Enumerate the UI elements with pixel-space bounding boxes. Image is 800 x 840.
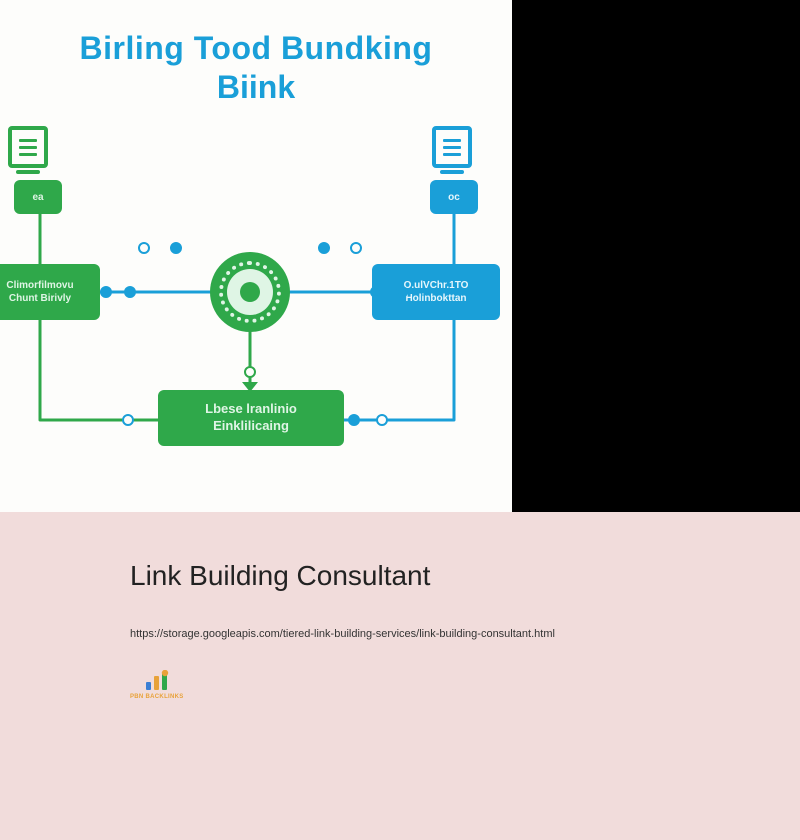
title-line-2: Biink: [0, 69, 512, 106]
chart-bars-icon: [143, 670, 171, 692]
top-section: Birling Tood Bundking Biink ea oc Climor…: [0, 0, 800, 512]
connector-dot: [370, 286, 382, 298]
flowchart-canvas: ea oc Climorfilmovu Chunt Birivly O.ulVC…: [0, 130, 512, 512]
node-label-2: Einklilicaing: [213, 418, 289, 435]
node-label-2: Holinbokttan: [405, 292, 466, 305]
connector-dot: [350, 242, 362, 254]
connector-dot: [244, 366, 256, 378]
page-info-section: Link Building Consultant https://storage…: [0, 512, 800, 840]
connector-dot: [376, 414, 388, 426]
connector-dot: [318, 242, 330, 254]
node-left-small: ea: [14, 180, 62, 214]
logo-text: PBN BACKLINKS: [130, 694, 184, 700]
terminal-icon: [8, 126, 48, 168]
node-label-1: Climorfilmovu: [6, 279, 73, 292]
gear-hub-icon: [210, 252, 290, 332]
diagram-title: Birling Tood Bundking Biink: [0, 0, 512, 106]
node-right-small: oc: [430, 180, 478, 214]
node-label-1: O.ulVChr.1TO: [404, 279, 469, 292]
connector-dot: [138, 242, 150, 254]
node-label: ea: [32, 191, 43, 204]
connector-dot: [348, 414, 360, 426]
node-label-2: Chunt Birivly: [9, 292, 71, 305]
diagram-panel: Birling Tood Bundking Biink ea oc Climor…: [0, 0, 512, 512]
connector-dot: [122, 414, 134, 426]
page-title: Link Building Consultant: [130, 560, 670, 592]
node-label-1: Lbese lranlinio: [205, 401, 297, 418]
connector-dot: [100, 286, 112, 298]
node-label: oc: [448, 191, 460, 204]
document-icon: [432, 126, 472, 168]
connector-dot: [170, 242, 182, 254]
node-left-big: Climorfilmovu Chunt Birivly: [0, 264, 100, 320]
title-line-1: Birling Tood Bundking: [0, 30, 512, 67]
connector-dot: [124, 286, 136, 298]
connector-dot: [396, 286, 408, 298]
node-right-big: O.ulVChr.1TO Holinbokttan: [372, 264, 500, 320]
page-url: https://storage.googleapis.com/tiered-li…: [130, 628, 670, 640]
node-bottom: Lbese lranlinio Einklilicaing: [158, 390, 344, 446]
brand-logo: PBN BACKLINKS: [130, 670, 184, 700]
